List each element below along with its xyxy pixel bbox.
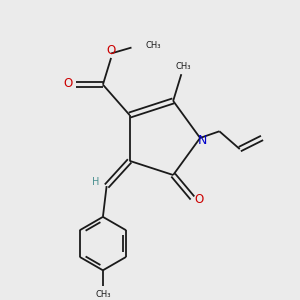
Text: O: O bbox=[194, 194, 204, 206]
Text: O: O bbox=[63, 77, 73, 90]
Text: O: O bbox=[106, 44, 116, 57]
Text: CH₃: CH₃ bbox=[175, 61, 190, 70]
Text: N: N bbox=[197, 134, 207, 147]
Text: H: H bbox=[92, 177, 99, 187]
Text: CH₃: CH₃ bbox=[146, 41, 161, 50]
Text: CH₃: CH₃ bbox=[96, 290, 111, 298]
